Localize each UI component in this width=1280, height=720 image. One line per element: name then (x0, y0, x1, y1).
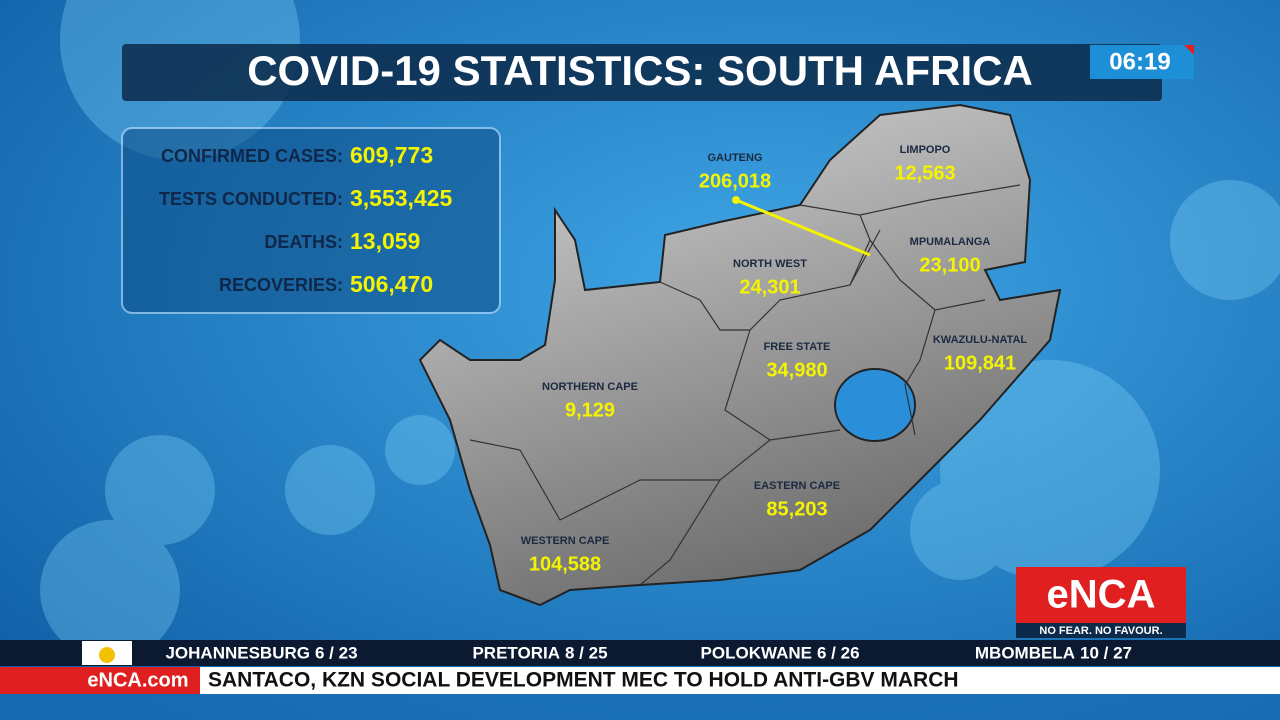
weather-city: JOHANNESBURG (165, 643, 310, 662)
weather-city: MBOMBELA (975, 643, 1075, 662)
ticker-source: eNCA.com (87, 669, 188, 691)
lesotho (834, 368, 916, 442)
stat-label: RECOVERIES: (219, 275, 343, 295)
province-name: WESTERN CAPE (521, 535, 610, 547)
pointer-dot (732, 196, 740, 204)
weather-temps: 6 / 23 (315, 643, 358, 662)
title-bar (122, 44, 1162, 101)
slogan-bar (1016, 623, 1186, 638)
province-name: EASTERN CAPE (754, 480, 840, 492)
weather-city: PRETORIA (472, 643, 560, 662)
weather: JOHANNESBURG 6 / 23 PRETORIA 8 / 25 POLOKWAN… (165, 643, 1132, 662)
clock: 06:19 (1109, 48, 1170, 75)
province-name: GAUTENG (708, 152, 763, 164)
map: GAUTENG 206,018 LIMPOPO 12,563 MPUMALANGA 23,… (418, 103, 1062, 607)
province-name: MPUMALANGA (910, 236, 991, 248)
province-value: 24,301 (739, 276, 800, 298)
province-name: NORTHERN CAPE (542, 381, 638, 393)
title: COVID-19 STATISTICS: SOUTH AFRICA (247, 47, 1033, 94)
sun (99, 647, 115, 663)
province-value: 23,100 (919, 254, 980, 276)
stat-label: CONFIRMED CASES: (161, 146, 343, 166)
stat-value: 3,553,425 (350, 185, 453, 211)
province-name: FREE STATE (764, 341, 831, 353)
province-name: NORTH WEST (733, 258, 807, 270)
province-value: 104,588 (529, 553, 601, 575)
province-value: 85,203 (766, 498, 827, 520)
weather-temps: 10 / 27 (1080, 643, 1132, 662)
border (869, 239, 986, 311)
province-value: 9,129 (565, 399, 615, 421)
country-outline (418, 103, 1062, 607)
gauteng-pointer (735, 198, 871, 257)
logo-box (1016, 567, 1186, 623)
border (724, 329, 841, 441)
stat-value: 13,059 (350, 228, 420, 254)
stat-label: DEATHS: (264, 232, 343, 252)
ticker-source-box (0, 667, 200, 694)
border (639, 439, 771, 586)
logo: eNCA (1047, 573, 1156, 617)
stat-value: 609,773 (350, 142, 433, 168)
border (469, 439, 720, 521)
weather-city: POLOKWANE (701, 643, 812, 662)
bottom-strip (0, 694, 1280, 720)
ticker-headline: SANTACO, KZN SOCIAL DEVELOPMENT MEC TO H… (208, 669, 959, 692)
clock-corner (1184, 45, 1194, 55)
province-value: 34,980 (766, 359, 827, 381)
slogan: NO FEAR. NO FAVOUR. (1039, 625, 1162, 637)
province-name: KWAZULU-NATAL (933, 334, 1028, 346)
weather-temps: 8 / 25 (565, 643, 608, 662)
stats: CONFIRMED CASES: 609,773 TESTS CONDUCTED: 3… (159, 142, 453, 297)
border (859, 184, 1021, 216)
province-value: 206,018 (699, 170, 771, 192)
stats-box (121, 127, 501, 314)
provinces: GAUTENG 206,018 LIMPOPO 12,563 MPUMALANGA 23,… (521, 144, 1028, 575)
weather-bar (0, 640, 1280, 666)
border (799, 204, 871, 286)
province-value: 109,841 (944, 352, 1016, 374)
ticker-bar (0, 667, 1280, 694)
weather-temps: 6 / 26 (817, 643, 860, 662)
border (904, 309, 936, 436)
clock-box (1090, 45, 1194, 79)
stat-label: TESTS CONDUCTED: (159, 189, 343, 209)
province-name: LIMPOPO (900, 144, 951, 156)
province-value: 12,563 (894, 162, 955, 184)
stat-value: 506,470 (350, 271, 433, 297)
